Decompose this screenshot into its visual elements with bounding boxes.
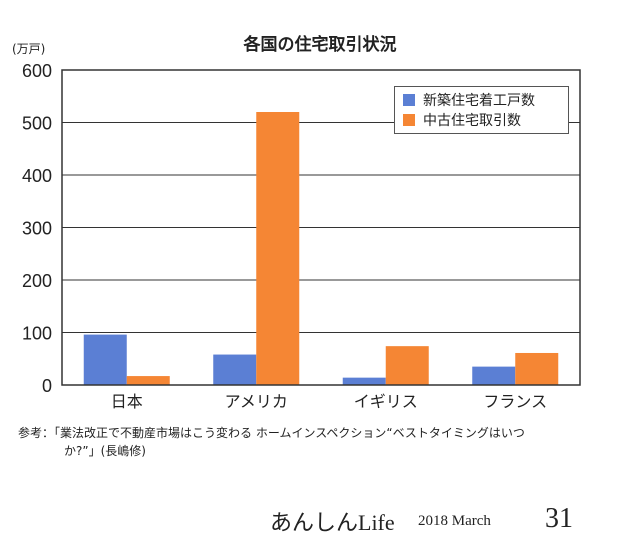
magazine-name: あんしんLife <box>270 510 395 535</box>
bar-used <box>515 352 559 385</box>
x-tick-label: イギリス <box>354 392 418 411</box>
source-note: 参考：「業法改正で不動産市場はこう変わる ホームインスペクション“ベストタイミン… <box>18 424 618 460</box>
legend-label: 中古住宅取引数 <box>423 113 521 129</box>
legend: 新築住宅着工戸数 中古住宅取引数 <box>394 86 569 134</box>
y-tick-label: 0 <box>42 376 52 396</box>
bar-used <box>256 112 300 385</box>
bar-chart: 0 100 200 300 400 500 600 日本 アメリカ イギリス フランス <box>22 61 581 411</box>
legend-swatch <box>403 94 415 106</box>
bar-used <box>126 376 170 385</box>
x-tick-label: フランス <box>483 392 547 411</box>
x-tick-label: 日本 <box>111 392 143 411</box>
y-tick-label: 100 <box>22 324 52 344</box>
plot-frame <box>61 69 581 386</box>
chart-title: 各国の住宅取引状況 <box>243 35 397 55</box>
legend-label: 新築住宅着工戸数 <box>423 93 535 109</box>
source-note-line: 参考：「業法改正で不動産市場はこう変わる ホームインスペクション“ベストタイミン… <box>18 426 525 440</box>
issue-date: 2018 March <box>418 513 491 529</box>
page-number: 31 <box>545 503 573 534</box>
legend-item-used: 中古住宅取引数 <box>403 110 560 130</box>
x-tick-label: アメリカ <box>225 392 288 411</box>
bar-used <box>385 346 429 385</box>
y-tick-label: 600 <box>22 61 52 81</box>
y-tick-label: 500 <box>22 114 52 134</box>
bar-new <box>472 366 516 385</box>
y-tick-label: 200 <box>22 271 52 291</box>
y-tick-label: 400 <box>22 166 52 186</box>
bar-new <box>213 354 257 385</box>
source-note-line: か?”」(長嶋修) <box>64 444 146 458</box>
legend-swatch <box>403 114 415 126</box>
y-axis-unit: (万戸) <box>12 42 46 56</box>
y-tick-label: 300 <box>22 219 52 239</box>
bar-new <box>342 377 386 385</box>
legend-item-new: 新築住宅着工戸数 <box>403 90 560 110</box>
bar-new <box>83 334 127 385</box>
